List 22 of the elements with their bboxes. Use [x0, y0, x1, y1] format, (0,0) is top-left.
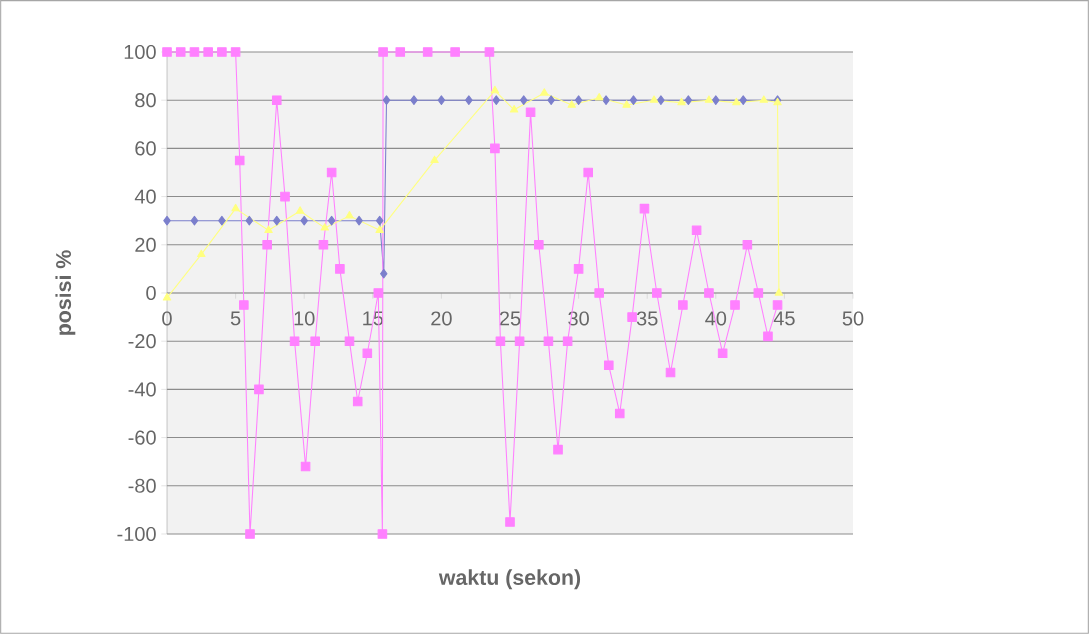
y-axis-title: posisi %: [55, 250, 76, 335]
y-tick-label: -100: [117, 526, 156, 542]
y-tick-label: -60: [128, 430, 156, 445]
x-axis-title: waktu (sekon): [438, 569, 581, 590]
x-tick-label: 10: [294, 311, 315, 326]
y-tick-label: -40: [128, 382, 156, 397]
x-tick-label: 35: [636, 311, 658, 326]
y-tick-label: 80: [135, 93, 156, 108]
x-tick-label: 30: [568, 311, 589, 326]
y-tick-label: -80: [128, 478, 156, 493]
x-tick-label: 5: [230, 311, 241, 326]
y-tick-label: 40: [134, 189, 156, 204]
y-tick-label: 20: [135, 237, 156, 252]
x-tick-label: 40: [705, 311, 727, 326]
y-tick-label: 100: [124, 44, 156, 60]
x-tick-label: 45: [773, 311, 795, 326]
y-tick-label: 0: [146, 285, 156, 301]
x-tick-label: 50: [842, 311, 864, 326]
x-tick-label: 0: [162, 311, 172, 326]
y-tick-label: 60: [135, 141, 156, 156]
y-tick-label: -20: [128, 334, 156, 349]
x-tick-label: 20: [431, 311, 452, 326]
